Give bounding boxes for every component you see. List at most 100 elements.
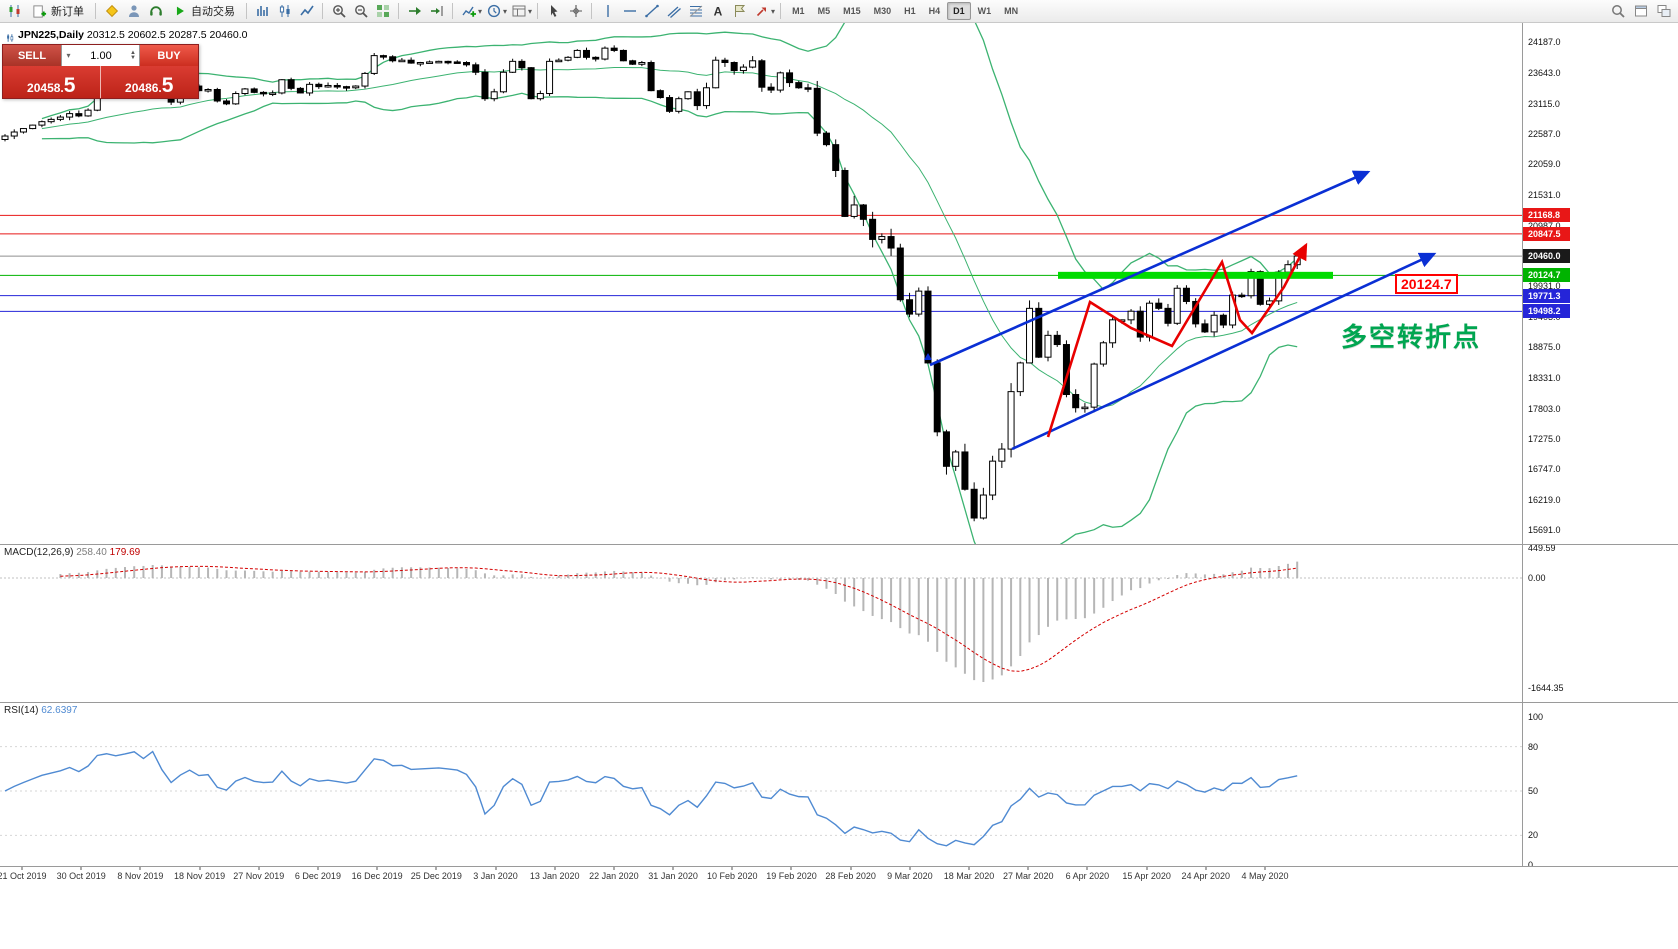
arrows-icon[interactable] [751,1,772,21]
templates-icon[interactable] [508,1,529,21]
toolbar-separator [452,3,453,19]
tf-button-m1[interactable]: M1 [792,6,805,16]
line-chart-icon[interactable] [296,1,317,21]
macd-axis-border [1522,545,1523,702]
volume-input[interactable]: ▾ 1.00 ▲ ▼ [61,45,140,66]
rsi-axis-tick: 50 [1528,786,1539,796]
periods-icon[interactable] [483,1,504,21]
rsi-line [4,750,1298,847]
chart-ohlc-values: 20312.5 20602.5 20287.5 20460.0 [86,29,248,41]
sell-price-display[interactable]: 20458. 5 [3,66,101,98]
sell-button[interactable]: SELL [3,45,61,66]
date-tick-mark [1027,867,1029,870]
bars-chart-icon[interactable] [252,1,273,21]
auto-scroll-icon[interactable] [404,1,425,21]
tf-button-w1[interactable]: W1 [977,6,992,16]
trend-channel-line[interactable] [929,170,1371,367]
price-tag: 21168.8 [1523,208,1570,223]
chart-window-icon[interactable] [4,1,25,21]
equidistant-channel-icon[interactable] [663,1,684,21]
price-axis-border [1522,23,1523,544]
search-icon[interactable] [1607,1,1628,21]
date-label: 9 Mar 2020 [887,871,933,881]
date-tick-mark [672,867,674,870]
panel-splitter[interactable] [0,702,1678,703]
auto-trading-play-icon [176,6,184,16]
tf-button-h4[interactable]: H4 [928,6,941,16]
trend-channel-line[interactable] [1011,252,1437,451]
buy-button[interactable]: BUY [140,45,198,66]
candles [1,45,1301,522]
panel-splitter[interactable] [0,866,1678,867]
support-zone-bar[interactable] [1058,271,1333,279]
horizontal-line-icon[interactable] [619,1,640,21]
toolbar-separator [398,3,399,19]
volume-spinner[interactable]: ▲ ▼ [130,49,136,61]
tf-button-h1[interactable]: H1 [904,6,916,16]
rsi-name: RSI(14) [4,705,39,716]
profile-icon[interactable] [123,1,144,21]
text-label-icon[interactable] [729,1,750,21]
window-list-icon[interactable] [1653,1,1674,21]
volume-value[interactable]: 1.00 [90,49,112,62]
rsi-axis-tick: 100 [1528,712,1544,722]
date-tick-mark [21,867,23,870]
turning-point-annotation[interactable]: 多空转折点 [1341,322,1482,352]
buy-price: 20486. [125,81,162,95]
date-tick-mark [968,867,970,870]
tile-windows-icon[interactable] [372,1,393,21]
blue-arrow-marker[interactable] [924,353,932,360]
zoom-out-icon[interactable] [350,1,371,21]
text-icon[interactable]: A [707,1,728,21]
toolbar-separator [780,3,782,19]
price-tick: 22587.0 [1528,128,1561,139]
toolbar-separator [246,3,247,19]
buy-price-display[interactable]: 20486. 5 [100,66,198,98]
tf-button-mn[interactable]: MN [1004,6,1019,16]
date-tick-mark [790,867,792,870]
rsi-value: 62.6397 [41,705,78,716]
tf-button-m5[interactable]: M5 [817,6,831,16]
tf-button-d1[interactable]: D1 [947,2,971,20]
date-label: 24 Apr 2020 [1181,871,1231,881]
macd-axis-tick: -1644.35 [1528,683,1564,693]
price-tick: 18875.0 [1528,342,1561,353]
fibonacci-icon[interactable] [685,1,706,21]
price-tag: 20847.5 [1523,226,1570,241]
rsi-label: RSI(14) 62.6397 [4,705,77,716]
price-tag: 19771.3 [1523,288,1570,303]
date-label: 28 Feb 2020 [825,871,876,881]
chart-shift-icon[interactable] [426,1,447,21]
trendline-icon[interactable] [641,1,662,21]
crosshair-icon[interactable] [565,1,586,21]
date-tick-mark [1264,867,1266,870]
periods-dropdown-caret[interactable]: ▾ [503,6,508,16]
new-order-button[interactable]: 新订单 [26,1,90,21]
candlestick-chart-icon[interactable] [274,1,295,21]
panel-splitter[interactable] [0,544,1678,545]
tf-button-m15[interactable]: M15 [843,6,861,16]
vertical-line-icon[interactable] [597,1,618,21]
templates-dropdown-caret[interactable]: ▾ [528,6,533,16]
zigzag-annotation[interactable] [1046,242,1308,438]
date-label: 16 Dec 2019 [351,871,403,881]
indicators-icon[interactable] [458,1,479,21]
indicators-dropdown-caret[interactable]: ▾ [478,6,483,16]
symbol-icon [5,30,15,48]
top-toolbar: 新订单 自动交易 [0,0,1678,23]
volume-dropdown-caret[interactable]: ▾ [66,51,71,60]
mql-community-icon[interactable] [101,1,122,21]
zoom-in-icon[interactable] [328,1,349,21]
date-tick-mark [199,867,201,870]
cursor-icon[interactable] [543,1,564,21]
candlestick-chart[interactable] [0,23,1522,544]
support-headset-icon[interactable] [145,1,166,21]
arrows-dropdown-caret[interactable]: ▾ [771,6,776,16]
new-window-icon[interactable] [1630,1,1651,21]
rsi-axis-tick: 80 [1528,741,1539,752]
rsi-axis-tick: 20 [1528,830,1539,841]
tf-button-m30[interactable]: M30 [873,6,892,16]
support-level-label[interactable]: 20124.7 [1395,274,1458,294]
auto-trading-button[interactable]: 自动交易 [167,1,241,21]
